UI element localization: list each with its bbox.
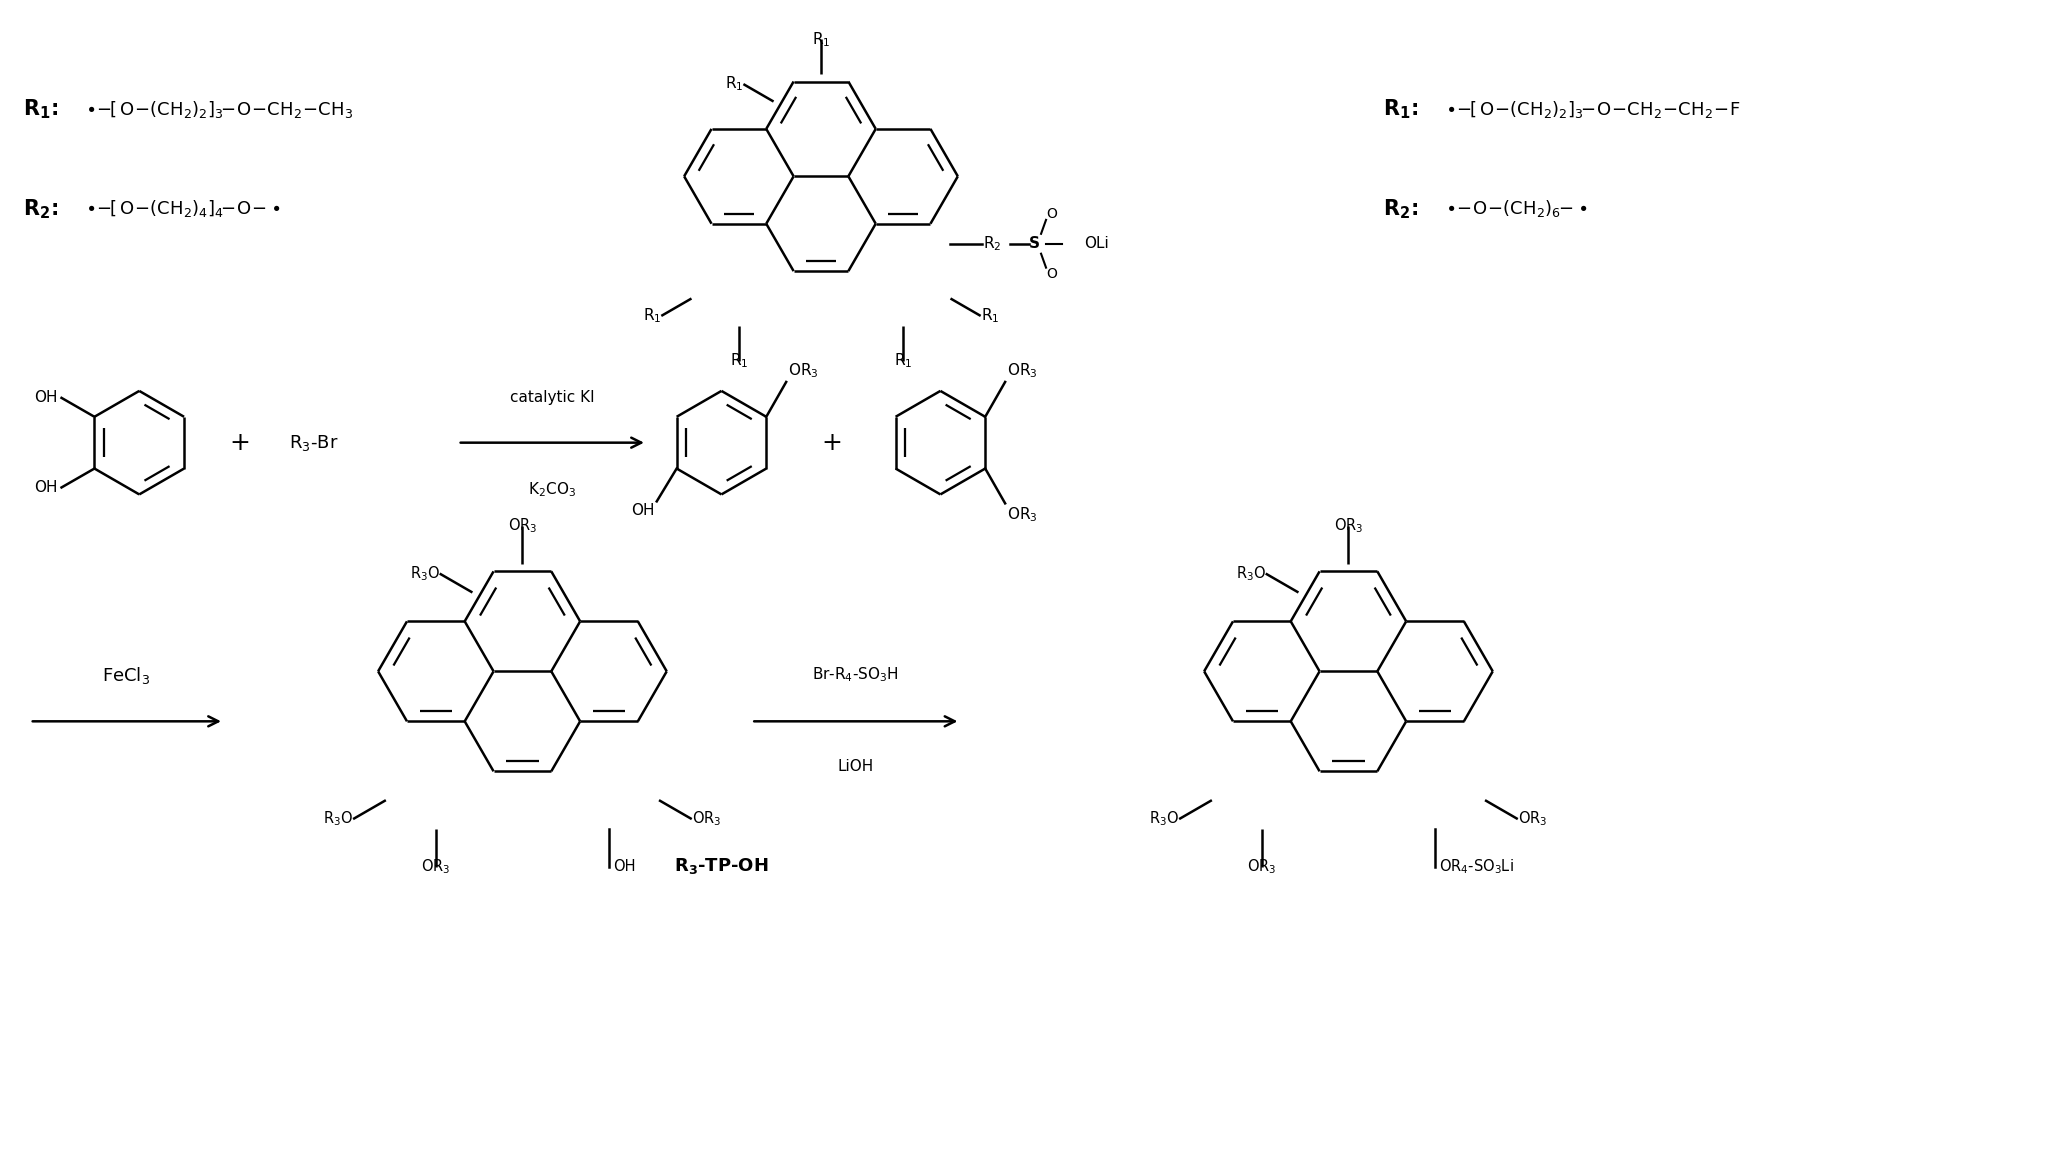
Text: $\bf{R_3}$-TP-OH: $\bf{R_3}$-TP-OH (673, 855, 767, 876)
Text: OH: OH (614, 860, 636, 874)
Text: $\bullet\!-\!\!\left[\,\mathrm{O}\!-\!\left(\mathrm{CH_2}\right)_2\right]_3\!\!-: $\bullet\!-\!\!\left[\,\mathrm{O}\!-\!\l… (1445, 99, 1740, 120)
Text: R$_1$: R$_1$ (813, 30, 831, 49)
Text: O: O (1047, 207, 1057, 221)
Text: $+$: $+$ (228, 431, 248, 454)
Text: R$_1$: R$_1$ (642, 307, 661, 325)
Text: R$_1$: R$_1$ (981, 307, 999, 325)
Text: $\bullet\!-\!\mathrm{O}\!-\!\left(\mathrm{CH_2}\right)_6\!\!-\!\bullet$: $\bullet\!-\!\mathrm{O}\!-\!\left(\mathr… (1445, 199, 1588, 220)
Text: OH: OH (35, 480, 57, 495)
Text: K$_2$CO$_3$: K$_2$CO$_3$ (527, 480, 577, 500)
Text: OH: OH (35, 390, 57, 406)
Text: R$_3$O: R$_3$O (1235, 565, 1266, 583)
Text: R$_2$: R$_2$ (983, 235, 1001, 253)
Text: OR$_3$: OR$_3$ (1518, 810, 1547, 829)
Text: $\bullet\!-\!\!\left[\,\mathrm{O}\!-\!\left(\mathrm{CH_2}\right)_4\right]_4\!\!-: $\bullet\!-\!\!\left[\,\mathrm{O}\!-\!\l… (84, 199, 281, 220)
Text: OR$_3$: OR$_3$ (1248, 858, 1276, 876)
Text: R$_3$O: R$_3$O (322, 810, 353, 829)
Text: R$_1$: R$_1$ (895, 351, 913, 370)
Text: catalytic KI: catalytic KI (511, 389, 595, 404)
Text: R$_{\mathbf{2}}$:: R$_{\mathbf{2}}$: (1383, 198, 1418, 221)
Text: R$_1$: R$_1$ (731, 351, 749, 370)
Text: Br-R$_4$-SO$_3$H: Br-R$_4$-SO$_3$H (813, 665, 899, 683)
Text: OLi: OLi (1083, 236, 1108, 251)
Text: OR$_3$: OR$_3$ (788, 361, 819, 380)
Text: OR$_3$: OR$_3$ (421, 858, 451, 876)
Text: FeCl$_3$: FeCl$_3$ (103, 666, 150, 687)
Text: OR$_3$: OR$_3$ (1008, 505, 1038, 524)
Text: OR$_3$: OR$_3$ (1008, 361, 1038, 380)
Text: OR$_3$: OR$_3$ (1334, 516, 1363, 536)
Text: OH: OH (632, 503, 655, 518)
Text: $+$: $+$ (821, 431, 841, 454)
Text: $\bullet\!-\!\!\left[\,\mathrm{O}\!-\!\left(\mathrm{CH_2}\right)_2\right]_3\!\!-: $\bullet\!-\!\!\left[\,\mathrm{O}\!-\!\l… (84, 99, 353, 120)
Text: R$_{\mathbf{1}}$:: R$_{\mathbf{1}}$: (1383, 98, 1418, 121)
Text: R$_3$-Br: R$_3$-Br (289, 432, 339, 453)
Text: O: O (1047, 266, 1057, 280)
Text: R$_{\mathbf{1}}$:: R$_{\mathbf{1}}$: (23, 98, 57, 121)
Text: LiOH: LiOH (837, 759, 874, 774)
Text: OR$_3$: OR$_3$ (507, 516, 538, 536)
Text: OR$_4$-SO$_3$Li: OR$_4$-SO$_3$Li (1438, 858, 1514, 876)
Text: R$_3$O: R$_3$O (1149, 810, 1180, 829)
Text: S: S (1028, 236, 1040, 251)
Text: OR$_3$: OR$_3$ (692, 810, 720, 829)
Text: R$_1$: R$_1$ (724, 74, 743, 93)
Text: R$_3$O: R$_3$O (410, 565, 439, 583)
Text: R$_{\mathbf{2}}$:: R$_{\mathbf{2}}$: (23, 198, 57, 221)
